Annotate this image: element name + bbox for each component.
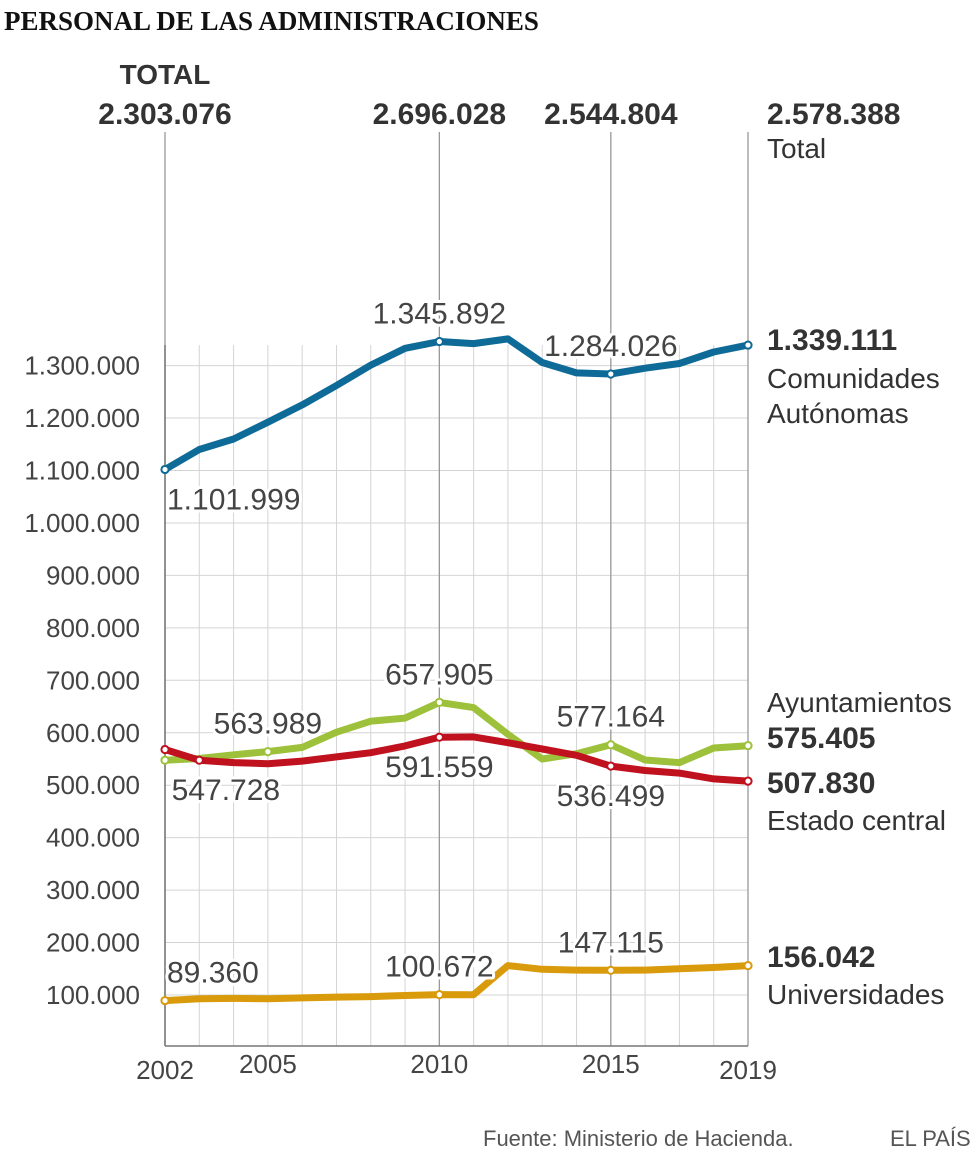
data-label-ayuntamientos: 577.164 [557,701,665,734]
y-tick-label: 700.000 [46,665,140,695]
total-value-2002: 2.303.076 [98,98,231,131]
data-point-estado-central [160,744,170,755]
series-line-estado-central [161,733,752,785]
x-tick-label: 2019 [719,1055,777,1085]
data-point-estado-central [434,732,444,742]
data-label-comunidades-autonomas: 1.345.892 [373,298,506,331]
y-tick-label: 600.000 [46,718,140,748]
legend-label-comunidades-autonomas: Autónomas [767,398,909,429]
series-line-ayuntamientos [161,698,752,767]
series-lines [161,335,752,1005]
total-value-2015: 2.544.804 [544,98,678,131]
data-point-comunidades-autonomas [743,340,753,350]
data-label-ayuntamientos: 563.989 [214,708,322,741]
data-point-comunidades-autonomas [160,464,170,475]
series-line-universidades [161,962,752,1005]
data-point-ayuntamientos [743,741,753,751]
totals-header: TOTAL 2.303.076 2.696.028 2.544.804 2.578.38… [98,59,900,164]
source-note: Fuente: Ministerio de Hacienda. [483,1126,794,1151]
data-point-ayuntamientos [606,740,616,750]
legend-value-estado-central: 507.830 [767,767,875,800]
legend: 1.339.111 Comunidades Autónomas 575.405 Ayun… [767,324,952,1010]
data-label-estado-central: 591.559 [385,751,493,784]
data-label-universidades: 147.115 [558,926,664,959]
y-tick-label: 1.200.000 [24,403,140,433]
y-tick-label: 1.000.000 [24,508,140,538]
data-labels: 1.101.999 1.345.892 1.284.026 563.989 657.90… [164,295,681,993]
data-label-estado-central: 547.728 [172,774,280,807]
series-points [160,336,753,1006]
x-tick-label: 2015 [582,1049,640,1079]
data-label-universidades: 89.360 [167,957,259,990]
y-tick-label: 900.000 [46,560,140,590]
data-point-comunidades-autonomas [434,336,444,347]
y-tick-label: 500.000 [46,770,140,800]
y-tick-label: 400.000 [46,823,140,853]
y-tick-label: 1.300.000 [24,351,140,381]
data-point-estado-central [194,755,204,765]
data-label-ayuntamientos: 657.905 [385,658,493,691]
total-caption: Total [767,133,826,164]
legend-label-estado-central: Estado central [767,805,946,836]
total-value-2019: 2.578.388 [767,98,900,131]
y-tick-label: 200.000 [46,928,140,958]
x-tick-label: 2005 [239,1049,297,1079]
legend-value-ayuntamientos: 575.405 [767,722,875,755]
data-point-universidades [606,965,616,975]
legend-value-universidades: 156.042 [767,941,875,974]
data-point-estado-central [743,776,753,786]
data-label-comunidades-autonomas: 1.101.999 [167,483,300,516]
x-tick-label: 2010 [410,1049,468,1079]
series-line-comunidades-autonomas [161,335,752,473]
x-axis: 2002 2005 2010 2015 2019 [136,1049,777,1085]
year-marker-lines [164,132,749,1046]
data-point-ayuntamientos [434,697,444,707]
data-point-comunidades-autonomas [606,369,616,379]
data-point-estado-central [606,761,616,771]
data-point-ayuntamientos [263,747,273,757]
data-point-ayuntamientos [160,755,170,765]
legend-label-universidades: Universidades [767,979,944,1010]
legend-label-ayuntamientos: Ayuntamientos [767,687,952,718]
data-label-universidades: 100.672 [385,951,493,984]
y-tick-label: 300.000 [46,875,140,905]
data-point-universidades [743,961,753,971]
data-point-universidades [160,995,170,1006]
data-label-estado-central: 536.499 [557,780,665,813]
x-tick-label: 2002 [136,1055,194,1085]
y-tick-label: 1.100.000 [24,456,140,486]
y-axis: 1.300.000 1.200.000 1.100.000 1.000.000 900.… [24,345,748,1047]
data-point-universidades [434,990,444,1000]
total-heading: TOTAL [120,59,211,90]
brand-label: EL PAÍS [890,1126,971,1151]
y-tick-label: 800.000 [46,613,140,643]
legend-value-comunidades-autonomas: 1.339.111 [767,324,897,357]
data-label-comunidades-autonomas: 1.284.026 [544,330,677,363]
y-tick-label: 100.000 [46,980,140,1010]
legend-label-comunidades-autonomas: Comunidades [767,363,940,394]
chart-title: PERSONAL DE LAS ADMINISTRACIONES [4,6,539,36]
total-value-2010: 2.696.028 [373,98,506,131]
